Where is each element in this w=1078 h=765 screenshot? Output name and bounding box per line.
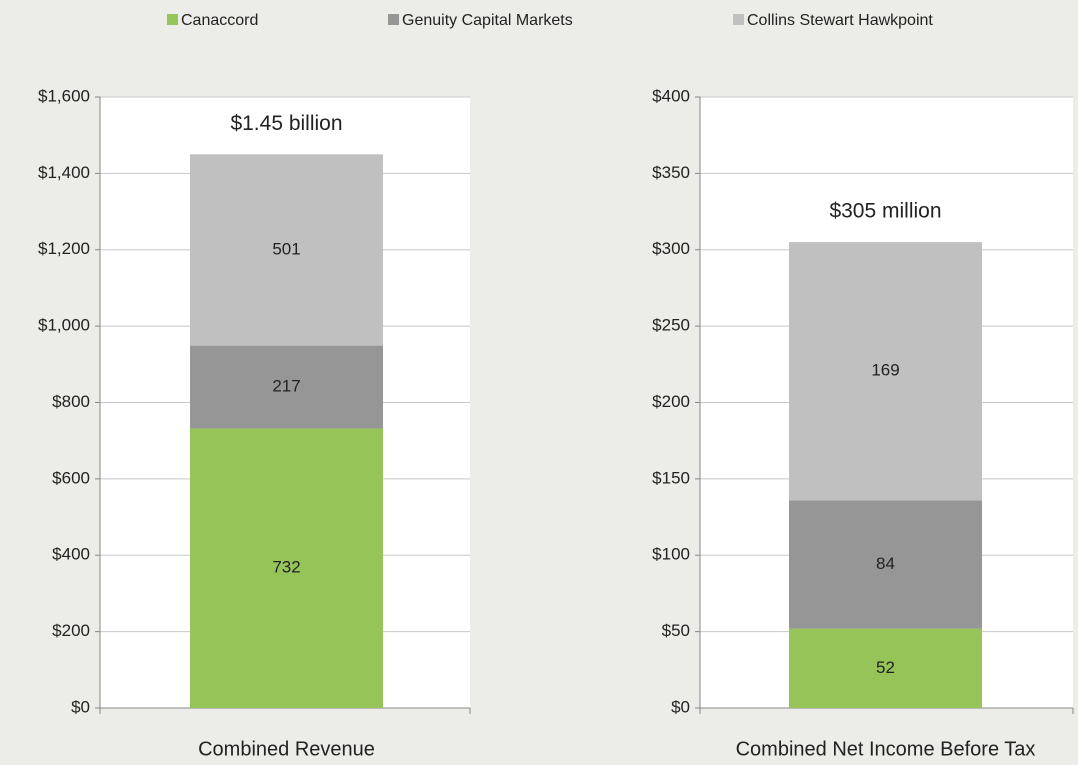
y-tick-label: $350 xyxy=(652,163,690,182)
bar-segment xyxy=(789,628,982,708)
y-tick-label: $250 xyxy=(652,316,690,335)
y-tick-label: $0 xyxy=(71,697,90,716)
bar-segment xyxy=(190,345,383,429)
y-tick-label: $1,200 xyxy=(38,239,90,258)
y-tick-label: $1,400 xyxy=(38,163,90,182)
y-tick-label: $800 xyxy=(52,392,90,411)
y-tick-label: $400 xyxy=(652,86,690,105)
y-tick-label: $400 xyxy=(52,545,90,564)
bar-segment xyxy=(190,428,383,708)
annotation: $305 million xyxy=(829,200,941,223)
y-tick-label: $150 xyxy=(652,468,690,487)
bar-segment xyxy=(789,242,982,501)
legend-swatch xyxy=(733,14,744,25)
legend-swatch xyxy=(388,14,399,25)
data-label: 169 xyxy=(871,361,899,380)
y-tick-label: $100 xyxy=(652,545,690,564)
legend-swatch xyxy=(167,14,178,25)
legend-label: Canaccord xyxy=(181,12,258,29)
legend-label: Collins Stewart Hawkpoint xyxy=(747,12,933,29)
data-label: 501 xyxy=(272,239,300,258)
annotation: $1.45 billion xyxy=(230,112,342,135)
bar-segment xyxy=(190,154,383,346)
y-tick-label: $200 xyxy=(52,621,90,640)
data-label: 217 xyxy=(272,377,300,396)
y-tick-label: $1,600 xyxy=(38,86,90,105)
x-category-label: Combined Revenue xyxy=(198,738,375,760)
x-category-label: Combined Net Income Before Tax xyxy=(736,738,1036,760)
y-tick-label: $200 xyxy=(652,392,690,411)
data-label: 52 xyxy=(876,658,895,677)
legend-label: Genuity Capital Markets xyxy=(402,12,573,29)
y-tick-label: $50 xyxy=(662,621,690,640)
y-tick-label: $600 xyxy=(52,468,90,487)
data-label: 732 xyxy=(272,558,300,577)
y-tick-label: $0 xyxy=(671,697,690,716)
y-tick-label: $1,000 xyxy=(38,316,90,335)
bar-segment xyxy=(789,500,982,629)
y-tick-label: $300 xyxy=(652,239,690,258)
data-label: 84 xyxy=(876,554,895,573)
